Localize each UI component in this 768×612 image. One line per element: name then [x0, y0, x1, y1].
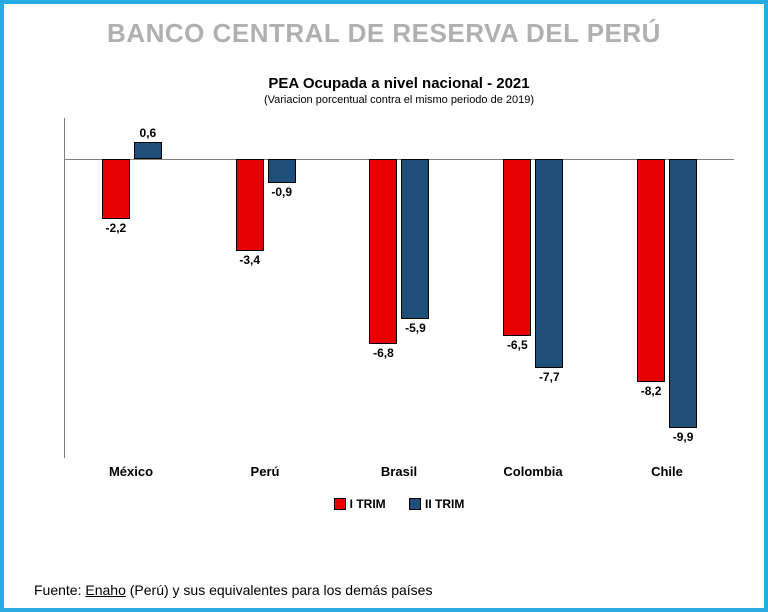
- chart-title: PEA Ocupada a nivel nacional - 2021: [64, 75, 734, 92]
- footer-source-name: Enaho: [85, 582, 125, 598]
- bar-value-label: -9,9: [663, 430, 703, 444]
- category-label: Brasil: [332, 464, 466, 479]
- chart-frame: BANCO CENTRAL DE RESERVA DEL PERÚ PEA Oc…: [0, 0, 768, 612]
- legend-swatch-1: [334, 498, 346, 510]
- bar-group: -3,4 -0,9: [199, 118, 333, 458]
- bar-group: -6,5 -7,7: [466, 118, 600, 458]
- footer-source: Fuente: Enaho (Perú) y sus equivalentes …: [4, 576, 764, 608]
- bar-value-label: 0,6: [128, 126, 168, 140]
- bar: [236, 159, 264, 251]
- chart-area: PEA Ocupada a nivel nacional - 2021 (Var…: [4, 55, 764, 576]
- bar-value-label: -6,5: [497, 338, 537, 352]
- legend-swatch-2: [409, 498, 421, 510]
- bar: [401, 159, 429, 319]
- bar-group: -2,2 0,6: [65, 118, 199, 458]
- bar-value-label: -0,9: [262, 185, 302, 199]
- bar-group: -6,8 -5,9: [333, 118, 467, 458]
- category-label: Colombia: [466, 464, 600, 479]
- footer-suffix: (Perú) y sus equivalentes para los demás…: [126, 582, 433, 598]
- bar: [268, 159, 296, 183]
- bar-value-label: -8,2: [631, 384, 671, 398]
- legend-item-2: II TRIM: [409, 497, 464, 511]
- bar: [503, 159, 531, 336]
- plot-region: -2,2 0,6 -3,4 -0,9 -6,8 -5,9 -6,5 -7,7 -8,2 -9,9: [64, 118, 734, 458]
- bar-groups: -2,2 0,6 -3,4 -0,9 -6,8 -5,9 -6,5 -7,7 -8,2 -9,9: [65, 118, 734, 458]
- bar-value-label: -5,9: [395, 321, 435, 335]
- bar: [102, 159, 130, 219]
- bar-value-label: -6,8: [363, 346, 403, 360]
- legend-item-1: I TRIM: [334, 497, 386, 511]
- bar-value-label: -7,7: [529, 370, 569, 384]
- bar: [669, 159, 697, 428]
- category-label: Perú: [198, 464, 332, 479]
- bar: [369, 159, 397, 344]
- legend: I TRIM II TRIM: [64, 497, 734, 513]
- page-header: BANCO CENTRAL DE RESERVA DEL PERÚ: [4, 4, 764, 55]
- chart-subtitle: (Variacion porcentual contra el mismo pe…: [64, 94, 734, 106]
- bar-value-label: -3,4: [230, 253, 270, 267]
- chart-title-block: PEA Ocupada a nivel nacional - 2021 (Var…: [64, 75, 734, 106]
- footer-prefix: Fuente:: [34, 582, 85, 598]
- legend-label-1: I TRIM: [350, 497, 386, 511]
- bar: [637, 159, 665, 382]
- category-label: Chile: [600, 464, 734, 479]
- bar: [134, 142, 162, 158]
- category-axis: MéxicoPerúBrasilColombiaChile: [64, 464, 734, 479]
- page-title: BANCO CENTRAL DE RESERVA DEL PERÚ: [4, 18, 764, 49]
- bar: [535, 159, 563, 368]
- legend-label-2: II TRIM: [425, 497, 464, 511]
- category-label: México: [64, 464, 198, 479]
- bar-group: -8,2 -9,9: [600, 118, 734, 458]
- bar-value-label: -2,2: [96, 221, 136, 235]
